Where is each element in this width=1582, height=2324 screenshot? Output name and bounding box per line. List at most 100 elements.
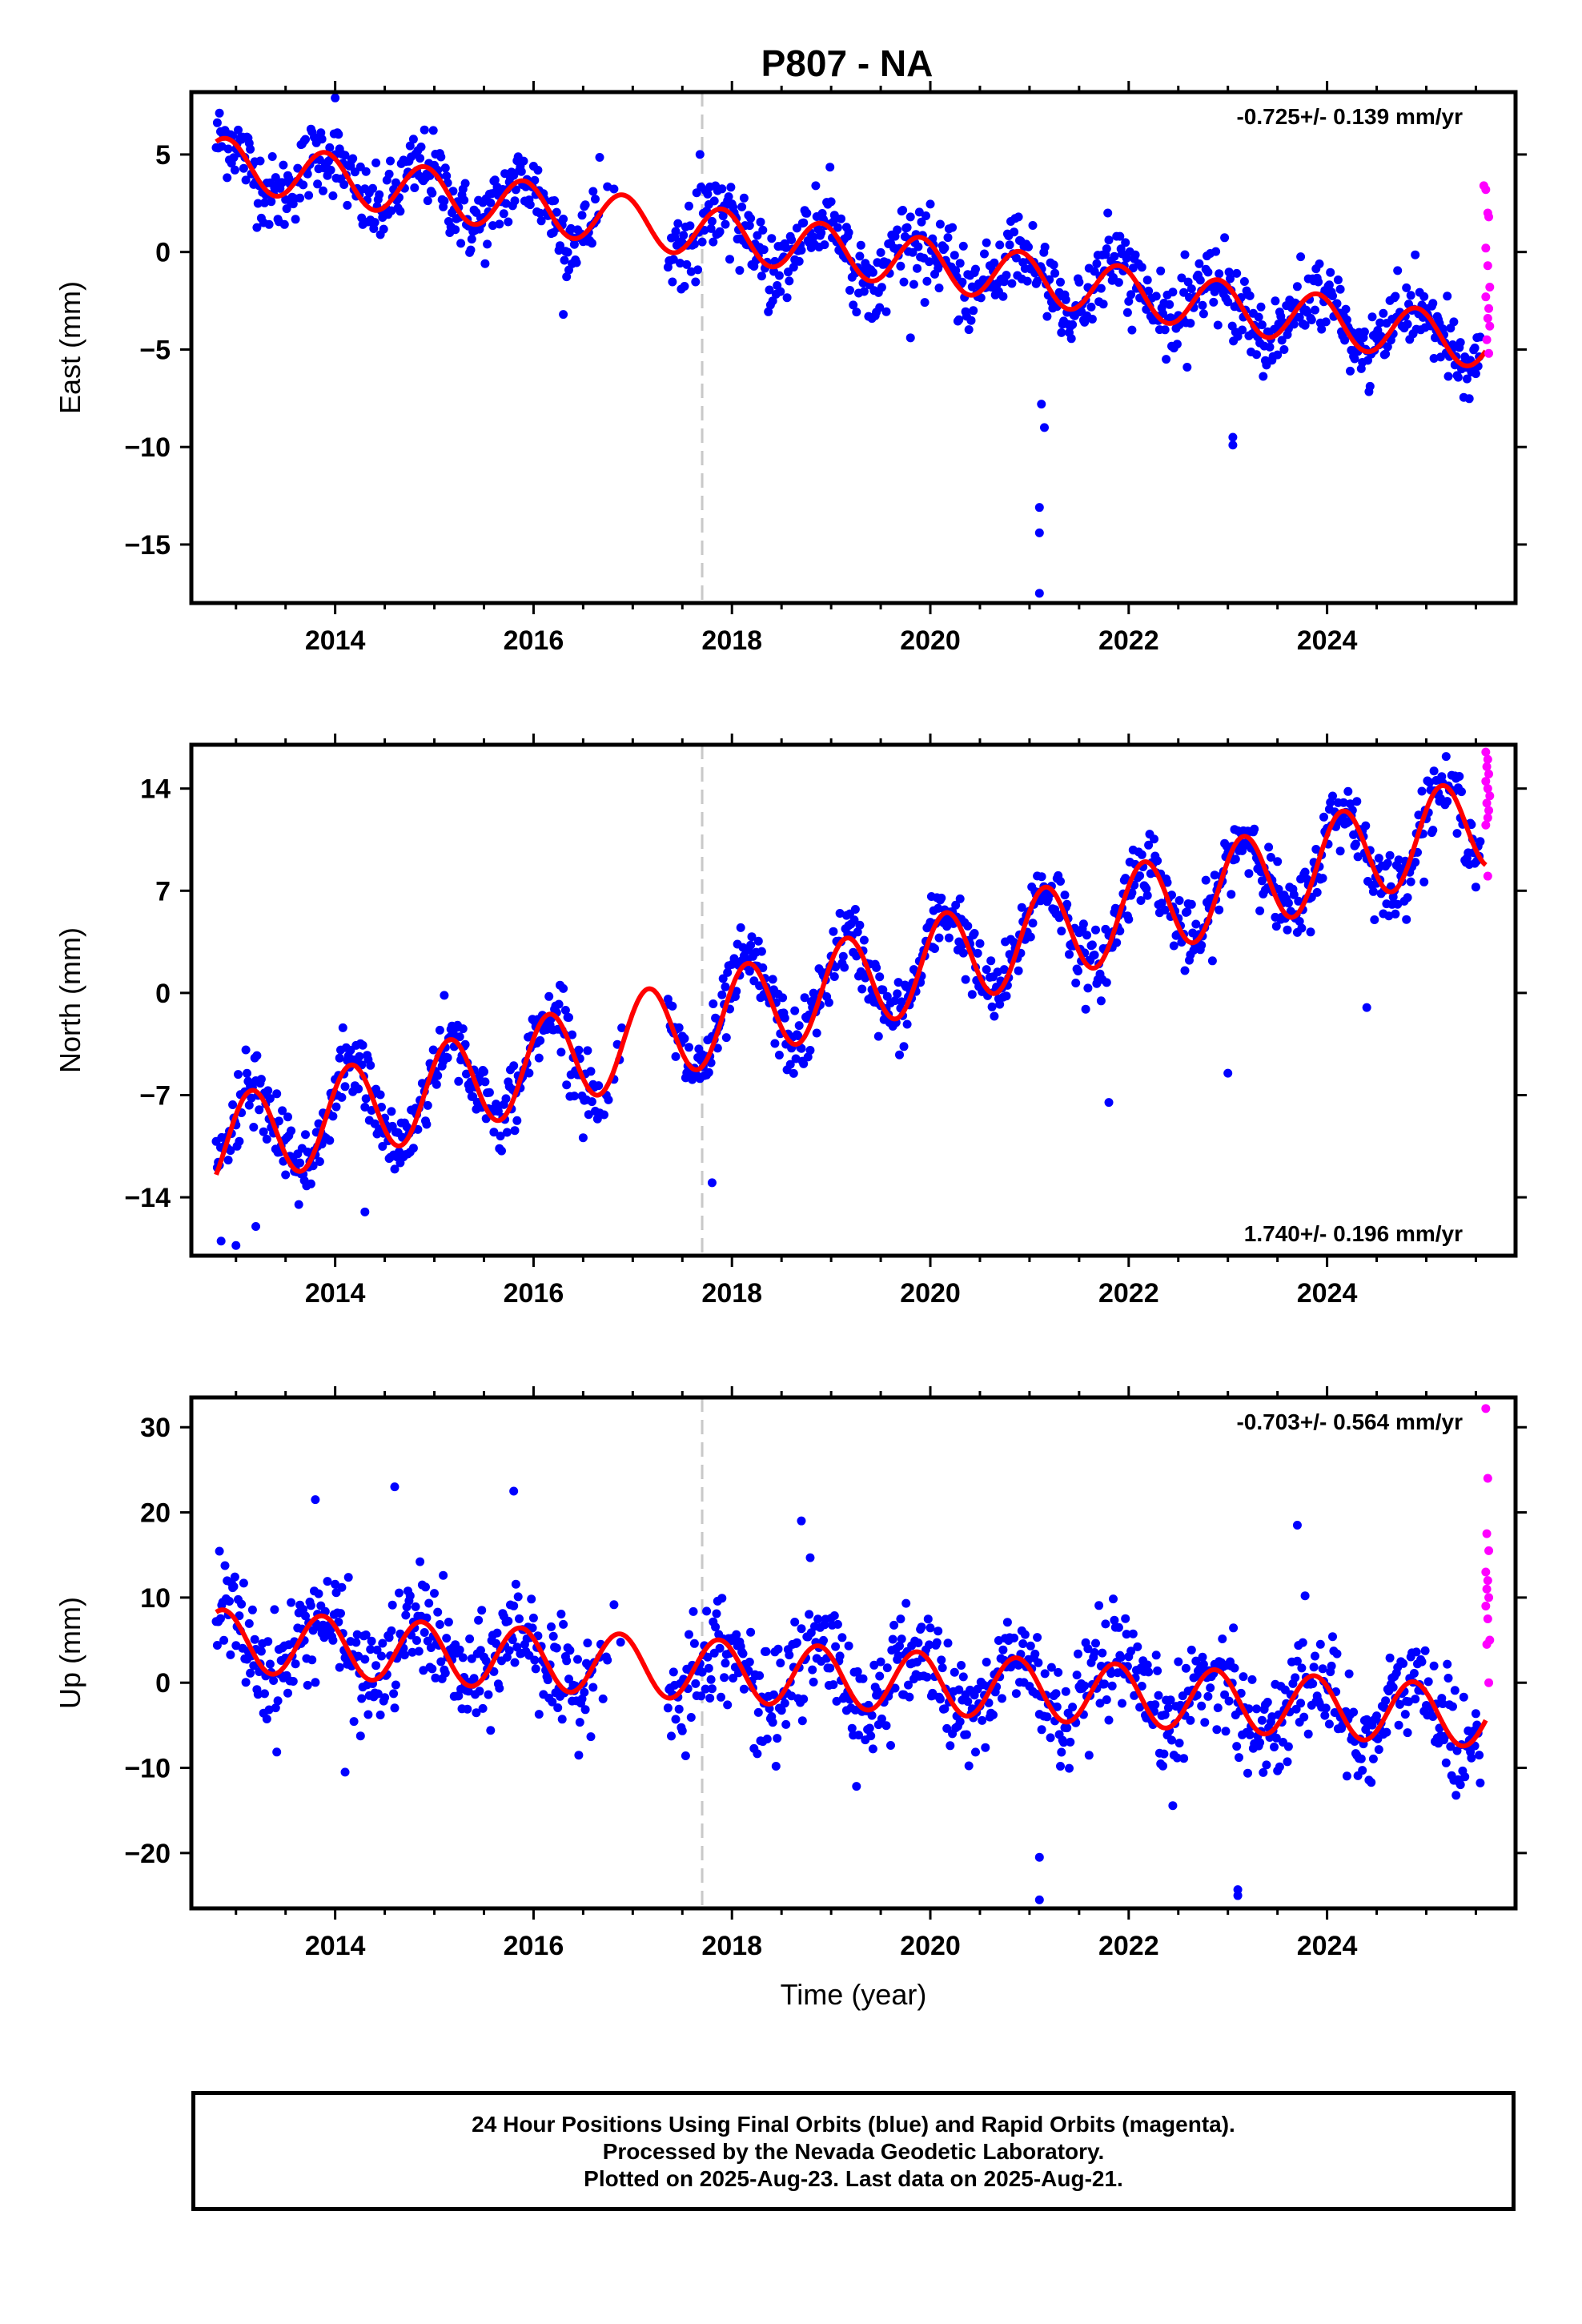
data-point (1061, 295, 1070, 304)
rapid-point (1484, 212, 1494, 222)
data-point (212, 1641, 222, 1650)
data-point (530, 175, 540, 185)
data-point (1443, 1659, 1452, 1669)
outlier-point (1228, 440, 1238, 450)
data-point (1102, 244, 1111, 254)
data-point (534, 1053, 544, 1063)
data-point (1455, 772, 1464, 781)
data-point (1199, 309, 1208, 319)
data-point (1400, 1710, 1410, 1719)
data-point (1169, 941, 1178, 951)
data-point (1417, 1657, 1427, 1667)
data-point (1419, 292, 1429, 301)
data-point (948, 223, 958, 232)
data-point (671, 227, 681, 236)
plot-frame (189, 1395, 1518, 1911)
data-point (484, 1690, 493, 1699)
data-point (1059, 1738, 1069, 1747)
data-point (680, 1034, 689, 1043)
data-point (971, 264, 980, 274)
data-point (1082, 931, 1091, 940)
x-tick-label: 2024 (1297, 1931, 1358, 1961)
data-point (435, 1620, 444, 1629)
data-point (963, 1697, 973, 1707)
data-point (986, 956, 996, 966)
data-point (717, 184, 727, 194)
data-point (805, 1553, 815, 1562)
data-point (480, 1077, 490, 1087)
data-point (1292, 1656, 1302, 1666)
data-point (785, 1651, 794, 1660)
x-tick-label: 2024 (1297, 625, 1358, 656)
data-point (1057, 1747, 1066, 1757)
data-point (990, 1011, 999, 1021)
data-point (1122, 254, 1131, 263)
data-point (489, 1667, 499, 1676)
data-point (502, 1652, 512, 1662)
data-point (1037, 872, 1046, 882)
data-point (1020, 1630, 1030, 1639)
data-point (428, 188, 437, 198)
data-point (587, 239, 596, 248)
data-point (1273, 857, 1283, 866)
data-point (685, 221, 695, 231)
data-point (484, 1088, 494, 1097)
data-point (1324, 280, 1334, 290)
data-point (573, 1655, 582, 1664)
data-point (476, 1646, 485, 1655)
outlier-point (216, 1236, 226, 1246)
data-point (1137, 1682, 1146, 1691)
data-point (768, 296, 777, 306)
data-point (1102, 978, 1111, 987)
data-point (234, 1070, 243, 1080)
data-point (524, 1068, 534, 1078)
outlier-point (797, 1516, 806, 1526)
data-point (747, 932, 757, 942)
data-point (990, 258, 999, 267)
data-point (1342, 1771, 1351, 1781)
data-point (428, 1664, 437, 1674)
data-point (354, 1084, 363, 1094)
data-point (718, 211, 728, 221)
data-point (352, 1630, 362, 1639)
data-point (1011, 1689, 1021, 1699)
data-point (934, 1626, 943, 1636)
data-point (1034, 1658, 1043, 1667)
data-point (580, 1687, 589, 1697)
rapid-point (1481, 292, 1491, 302)
data-point (458, 1653, 468, 1663)
data-point (1002, 1618, 1012, 1627)
data-point (370, 218, 379, 227)
data-point (1126, 1647, 1136, 1656)
data-point (1256, 302, 1266, 312)
data-point (565, 1646, 575, 1655)
data-point (405, 1591, 415, 1601)
data-point (1252, 1704, 1261, 1714)
data-point (1114, 1622, 1123, 1632)
data-point (454, 1076, 464, 1086)
data-point (1332, 1649, 1342, 1659)
data-point (868, 267, 877, 277)
data-point (824, 998, 833, 1007)
data-point (279, 160, 288, 170)
data-point (354, 1651, 363, 1661)
data-point (964, 325, 974, 335)
data-point (1317, 324, 1327, 334)
data-point (256, 1647, 266, 1656)
data-point (421, 1582, 430, 1592)
data-point (980, 249, 989, 259)
data-point (872, 963, 881, 972)
data-point (781, 1719, 791, 1729)
data-point (396, 207, 405, 216)
data-point (1177, 273, 1186, 283)
data-point (1057, 927, 1066, 936)
rapid-point (1481, 747, 1491, 757)
data-point (792, 1638, 801, 1647)
data-point (685, 1630, 693, 1639)
data-point (412, 1636, 421, 1645)
outlier-point (1037, 400, 1046, 409)
data-point (287, 1126, 296, 1136)
data-point (787, 235, 797, 244)
data-point (216, 1614, 225, 1623)
data-point (340, 151, 350, 160)
